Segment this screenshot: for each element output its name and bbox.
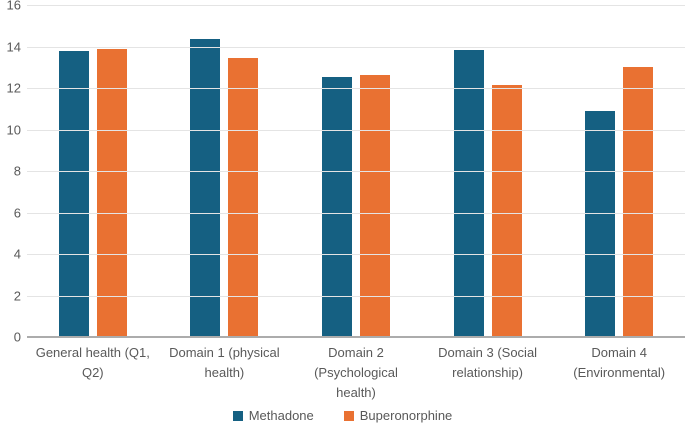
x-category-label-3: Domain 3 (Social relationship) <box>422 343 554 403</box>
legend-swatch-icon <box>232 410 243 421</box>
y-tick-label-16: 16 <box>6 0 21 13</box>
x-axis-labels: General health (Q1, Q2) Domain 1 (physica… <box>27 343 685 403</box>
x-category-label-2: Domain 2 (Psychological health) <box>290 343 422 403</box>
gridline-16 <box>27 5 685 6</box>
bar-methadone-3 <box>453 49 484 337</box>
bar-buperonorphine-0 <box>96 48 127 337</box>
gridline-2 <box>27 295 685 297</box>
bar-buperonorphine-2 <box>359 74 390 337</box>
bar-group-3 <box>422 5 554 337</box>
y-tick-label-14: 14 <box>6 39 21 54</box>
legend-label: Methadone <box>248 408 314 423</box>
bar-group-0 <box>27 5 159 337</box>
gridline-8 <box>27 171 685 172</box>
x-category-label-text: Domain 1 (physical health) <box>169 345 280 380</box>
y-tick-label-0: 0 <box>13 329 21 345</box>
gridline-14 <box>27 46 685 48</box>
gridline-4 <box>27 254 685 255</box>
bar-buperonorphine-3 <box>491 84 522 337</box>
bar-groups <box>27 5 685 337</box>
x-category-label-text: Domain 4 (Environmental) <box>573 345 666 380</box>
legend-item-buperonorphine: Buperonorphine <box>343 408 453 423</box>
y-tick-label-2: 2 <box>13 288 21 303</box>
bar-buperonorphine-1 <box>228 57 259 337</box>
x-category-label-4: Domain 4 (Environmental) <box>553 343 685 403</box>
y-axis: 0 2 4 6 8 10 12 14 16 <box>0 0 21 344</box>
x-category-label-text: General health (Q1, Q2) <box>35 345 150 380</box>
y-tick-label-6: 6 <box>13 205 21 220</box>
y-tick-label-10: 10 <box>6 122 21 137</box>
gridline-10 <box>27 129 685 131</box>
bar-methadone-1 <box>190 39 221 337</box>
plot-area <box>27 5 685 338</box>
x-axis-line <box>27 336 685 338</box>
gridline-6 <box>27 212 685 214</box>
legend-label: Buperonorphine <box>359 408 453 423</box>
y-tick-label-4: 4 <box>13 246 21 262</box>
bar-buperonorphine-4 <box>623 67 654 337</box>
gridline-12 <box>27 88 685 89</box>
bar-methadone-0 <box>58 50 89 337</box>
bar-methadone-2 <box>321 76 352 337</box>
bar-group-2 <box>290 5 422 337</box>
x-category-label-0: General health (Q1, Q2) <box>27 343 159 403</box>
x-category-label-text: Domain 3 (Social relationship) <box>438 345 538 380</box>
legend: Methadone Buperonorphine <box>0 408 685 423</box>
x-category-label-text: Domain 2 (Psychological health) <box>314 345 398 400</box>
x-category-label-1: Domain 1 (physical health) <box>159 343 291 403</box>
y-tick-label-12: 12 <box>6 80 21 96</box>
legend-item-methadone: Methadone <box>232 408 314 423</box>
bar-group-4 <box>553 5 685 337</box>
bar-methadone-4 <box>585 110 616 337</box>
legend-swatch-icon <box>343 410 354 421</box>
y-tick-label-8: 8 <box>13 163 21 179</box>
